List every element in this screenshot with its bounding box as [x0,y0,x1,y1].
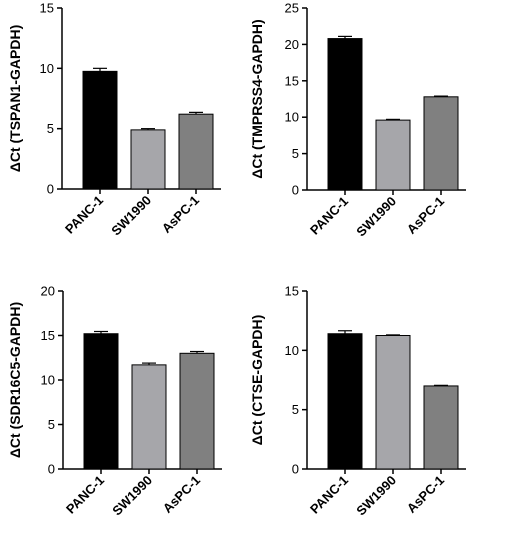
y-axis-title: ΔCt (SDR16C5-GAPDH) [7,302,23,458]
y-tick-label: 15 [40,1,54,16]
x-category-label: AsPC-1 [404,194,447,237]
y-axis-title: ΔCt (TMPRSS4-GAPDH) [249,19,265,178]
chart-panel-3: 0 5 10 15 20 ΔCt (SDR16C5-GAPDH) PANC-1 SW1990 A… [7,284,222,519]
y-tick-label: 5 [292,146,299,161]
bar-aspc-1 [423,385,459,470]
y-tick-label: 20 [41,284,55,299]
bar-panc-1 [82,70,118,190]
x-category-label: SW1990 [109,473,155,519]
y-tick-label: 15 [41,328,55,343]
bar-aspc-1 [178,113,214,190]
x-category-label: PANC-1 [307,473,351,517]
x-category-label: AsPC-1 [404,473,447,516]
x-category-label: PANC-1 [63,473,107,517]
y-tick-label: 5 [48,417,55,432]
x-category-label: SW1990 [353,194,399,240]
y-tick-label: 0 [292,462,299,477]
y-tick-label: 10 [285,110,299,125]
bar-panc-1 [327,333,363,470]
x-category-label: PANC-1 [62,193,106,237]
x-category-label: SW1990 [108,193,154,239]
y-tick-label: 0 [47,182,54,197]
y-tick-label: 20 [285,37,299,52]
y-tick-label: 5 [47,121,54,136]
chart-panel-4: 0 5 10 15 ΔCt (CTSE-GAPDH) PANC-1 SW1990 AsPC-1 [249,284,466,519]
y-tick-label: 15 [285,284,299,299]
bar-sw1990 [130,129,166,190]
y-tick-label: 5 [292,402,299,417]
x-category-label: PANC-1 [307,194,351,238]
y-tick-label: 10 [285,343,299,358]
bar-sw1990 [375,335,411,470]
chart-panel-2: 0 5 10 15 20 25 ΔCt (TMPRSS4-GAPDH) PANC-1 SW199… [249,1,466,240]
bar-aspc-1 [179,352,215,470]
x-category-label: AsPC-1 [159,193,202,236]
x-category-label: SW1990 [353,473,399,519]
y-tick-label: 10 [40,61,54,76]
chart-panel-1: 0 5 10 15 ΔCt (TSPAN1-GAPDH) PANC-1 SW1990 AsPC… [7,1,221,239]
y-axis-title: ΔCt (CTSE-GAPDH) [249,315,265,446]
bar-sw1990 [131,364,167,470]
bar-aspc-1 [423,96,459,191]
y-axis-title: ΔCt (TSPAN1-GAPDH) [7,25,23,172]
y-tick-label: 0 [48,462,55,477]
bar-panc-1 [327,38,363,191]
bar-sw1990 [375,119,411,191]
bar-panc-1 [83,333,119,470]
y-tick-label: 0 [292,183,299,198]
y-tick-label: 10 [41,373,55,388]
y-tick-label: 15 [285,73,299,88]
y-tick-label: 25 [285,1,299,16]
x-category-label: AsPC-1 [160,473,203,516]
